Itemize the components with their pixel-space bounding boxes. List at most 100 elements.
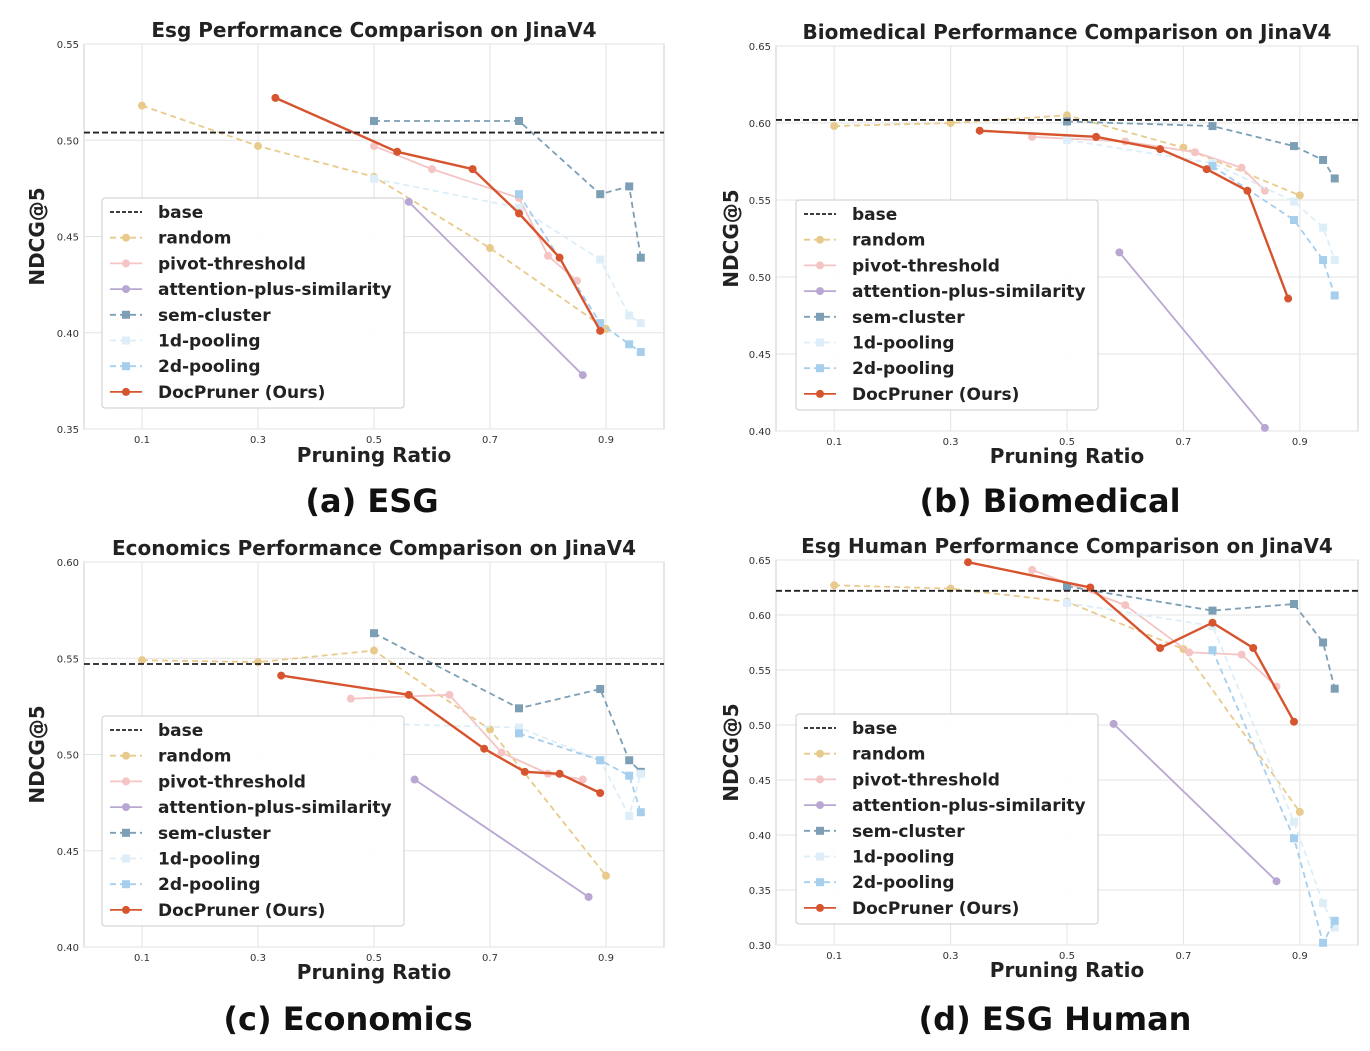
x-tick-label: 0.5 (366, 435, 382, 446)
y-tick-label: 0.40 (57, 943, 79, 954)
y-axis-label: NDCG@5 (719, 189, 743, 287)
x-tick-label: 0.9 (598, 953, 614, 964)
data-point (602, 871, 610, 880)
series-pivot-threshold (1028, 565, 1281, 691)
data-point (370, 174, 378, 183)
data-point (1319, 155, 1328, 164)
data-point (515, 729, 523, 738)
legend-label: pivot-threshold (158, 772, 306, 792)
data-point (393, 147, 402, 156)
legend-marker (816, 261, 824, 270)
legend-label: attention-plus-similarity (852, 796, 1086, 816)
data-point (555, 769, 564, 778)
y-tick-label: 0.50 (57, 136, 79, 147)
series-docpruner-ours (964, 558, 1298, 726)
x-tick-label: 0.7 (482, 953, 498, 964)
legend-marker (122, 387, 130, 396)
data-point (271, 93, 280, 102)
data-point (625, 771, 634, 780)
series-attention-plus-similarity (1115, 248, 1269, 432)
data-point (1330, 684, 1339, 693)
data-point (1121, 601, 1130, 610)
y-tick-label: 0.50 (749, 273, 771, 284)
data-point (1284, 294, 1293, 303)
data-point (625, 340, 634, 349)
series-docpruner-ours (277, 671, 605, 797)
series-attention-plus-similarity (404, 197, 587, 380)
series-2d-pooling (515, 190, 645, 356)
data-point (1202, 165, 1211, 174)
x-tick-label: 0.1 (826, 951, 842, 962)
legend: base random pivot-threshold attention-plus-… (795, 713, 1099, 925)
x-tick-label: 0.3 (943, 437, 959, 448)
series-attention-plus-similarity (410, 775, 593, 901)
x-tick-label: 0.3 (250, 953, 266, 964)
data-point (544, 251, 552, 260)
data-point (1289, 216, 1298, 225)
chart-biomedical: 0.1 0.3 0.5 0.7 0.9 0.40 0.45 0.50 0.55 0.60 0.65 B… (719, 20, 1359, 468)
legend-marker (816, 826, 824, 835)
data-point (1289, 717, 1298, 726)
series-docpruner-ours (271, 93, 605, 335)
x-axis-label: Pruning Ratio (990, 444, 1144, 468)
legend-marker (122, 362, 130, 371)
data-point (1208, 618, 1217, 627)
data-point (584, 892, 593, 901)
series-random (830, 111, 1304, 200)
legend-label: 2d-pooling (158, 357, 261, 377)
series-1d-pooling (370, 174, 645, 328)
chart-esg: 0.1 0.3 0.5 0.7 0.9 0.35 0.40 0.45 0.50 0.55 Esg P… (25, 18, 665, 467)
data-point (625, 311, 634, 320)
y-tick-label: 0.45 (57, 847, 79, 858)
legend-label: DocPruner (Ours) (852, 385, 1019, 405)
series-2d-pooling (1208, 162, 1339, 300)
legend-marker (122, 854, 130, 863)
data-point (596, 319, 605, 328)
x-tick-label: 0.9 (598, 435, 614, 446)
data-point (497, 748, 506, 757)
legend-label: sem-cluster (158, 306, 271, 326)
data-point (636, 808, 645, 817)
data-point (277, 671, 286, 680)
legend-marker (816, 852, 824, 861)
caption-esg-human: (d) ESG Human (918, 1000, 1192, 1038)
data-point (138, 101, 146, 110)
series-sem-cluster (1063, 117, 1339, 183)
y-tick-label: 0.60 (749, 119, 771, 130)
legend-marker (122, 233, 130, 242)
legend-marker (816, 389, 824, 398)
legend-marker (816, 312, 824, 321)
x-tick-label: 0.5 (1059, 951, 1075, 962)
legend-label: base (158, 203, 203, 223)
legend: base random pivot-threshold attention-plus-… (101, 197, 405, 409)
data-point (1185, 648, 1194, 657)
data-point (1260, 423, 1269, 432)
data-point (254, 142, 262, 151)
series-attention-plus-similarity (1109, 719, 1281, 886)
legend: base random pivot-threshold attention-plus-… (795, 199, 1099, 411)
data-point (1330, 291, 1339, 300)
legend-label: base (852, 719, 897, 739)
legend-label: DocPruner (Ours) (852, 899, 1019, 919)
legend: base random pivot-threshold attention-plus-… (101, 715, 405, 927)
y-tick-label: 0.30 (749, 941, 771, 952)
y-tick-label: 0.45 (749, 776, 771, 787)
data-point (1237, 650, 1246, 659)
data-point (520, 767, 529, 776)
legend-marker (122, 777, 130, 786)
x-tick-label: 0.7 (482, 435, 498, 446)
series-docpruner-ours (975, 126, 1293, 303)
chart-title: Economics Performance Comparison on Jina… (112, 536, 636, 560)
y-tick-label: 0.40 (57, 329, 79, 340)
data-point (1086, 583, 1095, 592)
x-axis-label: Pruning Ratio (297, 443, 451, 467)
data-point (1208, 646, 1217, 655)
legend-label: pivot-threshold (852, 256, 1000, 276)
legend-marker (122, 285, 130, 294)
series-line (1112, 723, 1278, 882)
y-tick-label: 0.35 (749, 886, 771, 897)
series-line (967, 561, 1296, 723)
y-tick-label: 0.40 (749, 427, 771, 438)
legend-marker (816, 878, 824, 887)
data-point (410, 775, 419, 784)
